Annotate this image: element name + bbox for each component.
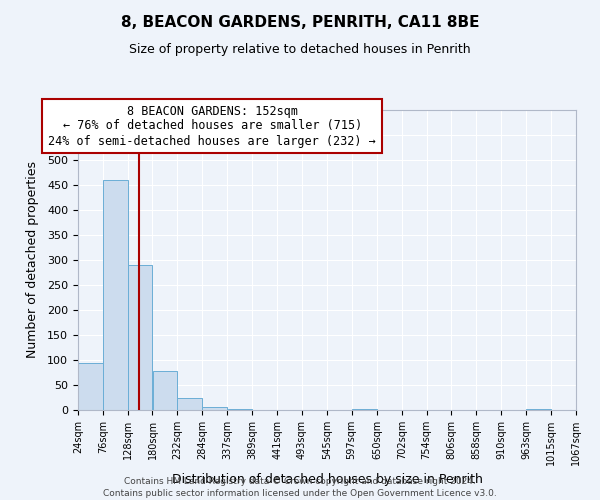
- Bar: [352, 409, 377, 410]
- Bar: [103, 180, 128, 410]
- Text: 8, BEACON GARDENS, PENRITH, CA11 8BE: 8, BEACON GARDENS, PENRITH, CA11 8BE: [121, 15, 479, 30]
- Bar: [128, 265, 152, 410]
- Bar: [202, 406, 227, 410]
- Text: Size of property relative to detached houses in Penrith: Size of property relative to detached ho…: [129, 42, 471, 56]
- Text: Contains HM Land Registry data © Crown copyright and database right 2024.: Contains HM Land Registry data © Crown c…: [124, 478, 476, 486]
- Bar: [78, 362, 103, 410]
- Bar: [152, 371, 177, 410]
- Text: Contains public sector information licensed under the Open Government Licence v3: Contains public sector information licen…: [103, 489, 497, 498]
- Y-axis label: Number of detached properties: Number of detached properties: [26, 162, 39, 358]
- Bar: [526, 409, 551, 410]
- Bar: [178, 398, 202, 410]
- Bar: [227, 408, 252, 410]
- Text: 8 BEACON GARDENS: 152sqm
← 76% of detached houses are smaller (715)
24% of semi-: 8 BEACON GARDENS: 152sqm ← 76% of detach…: [48, 104, 376, 148]
- X-axis label: Distribution of detached houses by size in Penrith: Distribution of detached houses by size …: [172, 474, 482, 486]
